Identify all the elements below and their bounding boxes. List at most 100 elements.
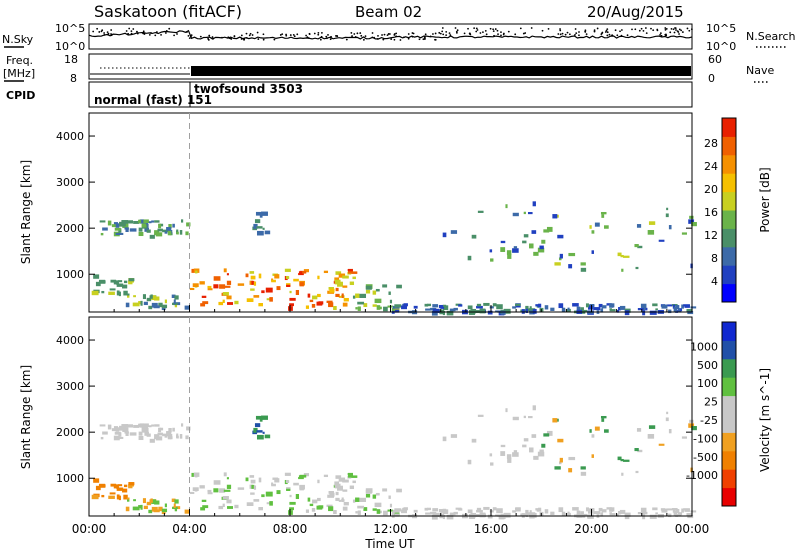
echo-cell: [529, 306, 532, 310]
echo-cell: [642, 310, 646, 316]
echo-cell: [341, 293, 344, 299]
echo-cell: [342, 275, 349, 279]
echo-cell: [312, 499, 318, 504]
echo-cell: [222, 496, 229, 500]
echo-cell: [132, 506, 140, 511]
echo-cell: [129, 432, 137, 436]
nsearch-point: [327, 34, 329, 36]
echo-cell: [289, 303, 294, 307]
echo-cell: [568, 252, 576, 257]
echo-cell: [690, 306, 697, 309]
echo-cell: [207, 489, 212, 493]
echo-cell: [559, 457, 563, 463]
nsearch-point: [393, 33, 396, 35]
echo-cell: [591, 230, 595, 234]
echo-cell: [113, 486, 120, 489]
echo-cell: [691, 426, 697, 431]
colorbar-tick-label: 25: [704, 396, 718, 409]
echo-cell: [352, 276, 356, 280]
echo-cell: [125, 506, 130, 512]
echo-cell: [637, 308, 645, 311]
echo-cell: [453, 307, 458, 311]
echo-cell: [440, 306, 445, 309]
echo-cell: [500, 451, 506, 456]
y-tick-label: 1000: [56, 268, 84, 281]
nsearch-point: [434, 32, 437, 35]
echo-cell: [609, 508, 614, 512]
echo-cell: [199, 281, 205, 285]
echo-cell: [253, 223, 258, 229]
echo-cell: [337, 487, 343, 491]
nsearch-point: [578, 34, 580, 37]
nsky-frame: [88, 23, 693, 50]
colorbar-tick-label: -100: [693, 432, 718, 445]
nsearch-point: [585, 33, 588, 36]
y-tick-label: 3000: [56, 380, 84, 393]
echo-cell: [667, 508, 673, 511]
nsearch-point: [593, 30, 596, 33]
echo-cell: [102, 431, 108, 435]
echo-cell: [307, 293, 311, 298]
colorbar-segment: [722, 191, 736, 211]
echo-cell: [195, 270, 198, 274]
echo-cell: [158, 506, 163, 512]
echo-cell: [374, 502, 382, 508]
colorbar-tick-label: -25: [700, 414, 718, 427]
echo-cell: [218, 505, 224, 510]
echo-cell: [619, 509, 626, 514]
echo-cell: [192, 487, 199, 492]
nsearch-point: [373, 36, 376, 39]
nsearch-point: [320, 35, 323, 38]
echo-cell: [585, 303, 589, 308]
echo-cell: [110, 483, 117, 487]
nsearch-point: [211, 36, 214, 38]
echo-cell: [372, 508, 377, 511]
echo-cell: [114, 227, 121, 231]
echo-cell: [237, 283, 245, 286]
echo-cell: [681, 232, 687, 235]
nsearch-point: [403, 36, 405, 39]
nsearch-point: [319, 38, 322, 41]
echo-cell: [126, 497, 130, 500]
nsearch-point: [434, 38, 437, 41]
echo-cell: [250, 479, 256, 484]
nsearch-point: [107, 32, 110, 35]
echo-cell: [118, 280, 123, 283]
echo-cell: [617, 252, 622, 257]
echo-cell: [453, 511, 458, 515]
echo-cell: [580, 513, 588, 517]
x-tick-label: 08:00: [273, 522, 308, 536]
echo-cell: [129, 228, 137, 232]
power-heatmap: [91, 201, 697, 316]
echo-cell: [234, 300, 239, 305]
echo-cell: [476, 305, 483, 309]
nsearch-point: [475, 27, 478, 30]
echo-cell: [174, 499, 179, 504]
colorbar-tick-label: 20: [704, 183, 718, 196]
colorbar-frame: [721, 321, 737, 507]
echo-cell: [567, 307, 570, 311]
echo-cell: [535, 508, 539, 511]
nsearch-point: [492, 28, 495, 31]
echo-cell: [303, 269, 309, 273]
echo-cell: [133, 295, 136, 298]
echo-cell: [200, 507, 206, 511]
echo-cell: [289, 507, 294, 511]
nsearch-point: [142, 30, 145, 33]
echo-cell: [591, 250, 594, 254]
echo-cell: [91, 494, 99, 500]
nsearch-point: [524, 32, 527, 34]
echo-cell: [100, 436, 104, 440]
echo-cell: [523, 234, 529, 238]
echo-cell: [500, 247, 506, 252]
echo-cell: [342, 302, 348, 307]
nsearch-point: [475, 30, 478, 33]
nsearch-point: [150, 32, 152, 34]
echo-cell: [123, 290, 128, 296]
echo-cell: [167, 230, 172, 236]
nsearch-point: [530, 27, 533, 29]
echo-cell: [601, 418, 605, 422]
echo-cell: [172, 427, 175, 432]
echo-cell: [298, 271, 303, 275]
echo-cell: [201, 499, 207, 502]
